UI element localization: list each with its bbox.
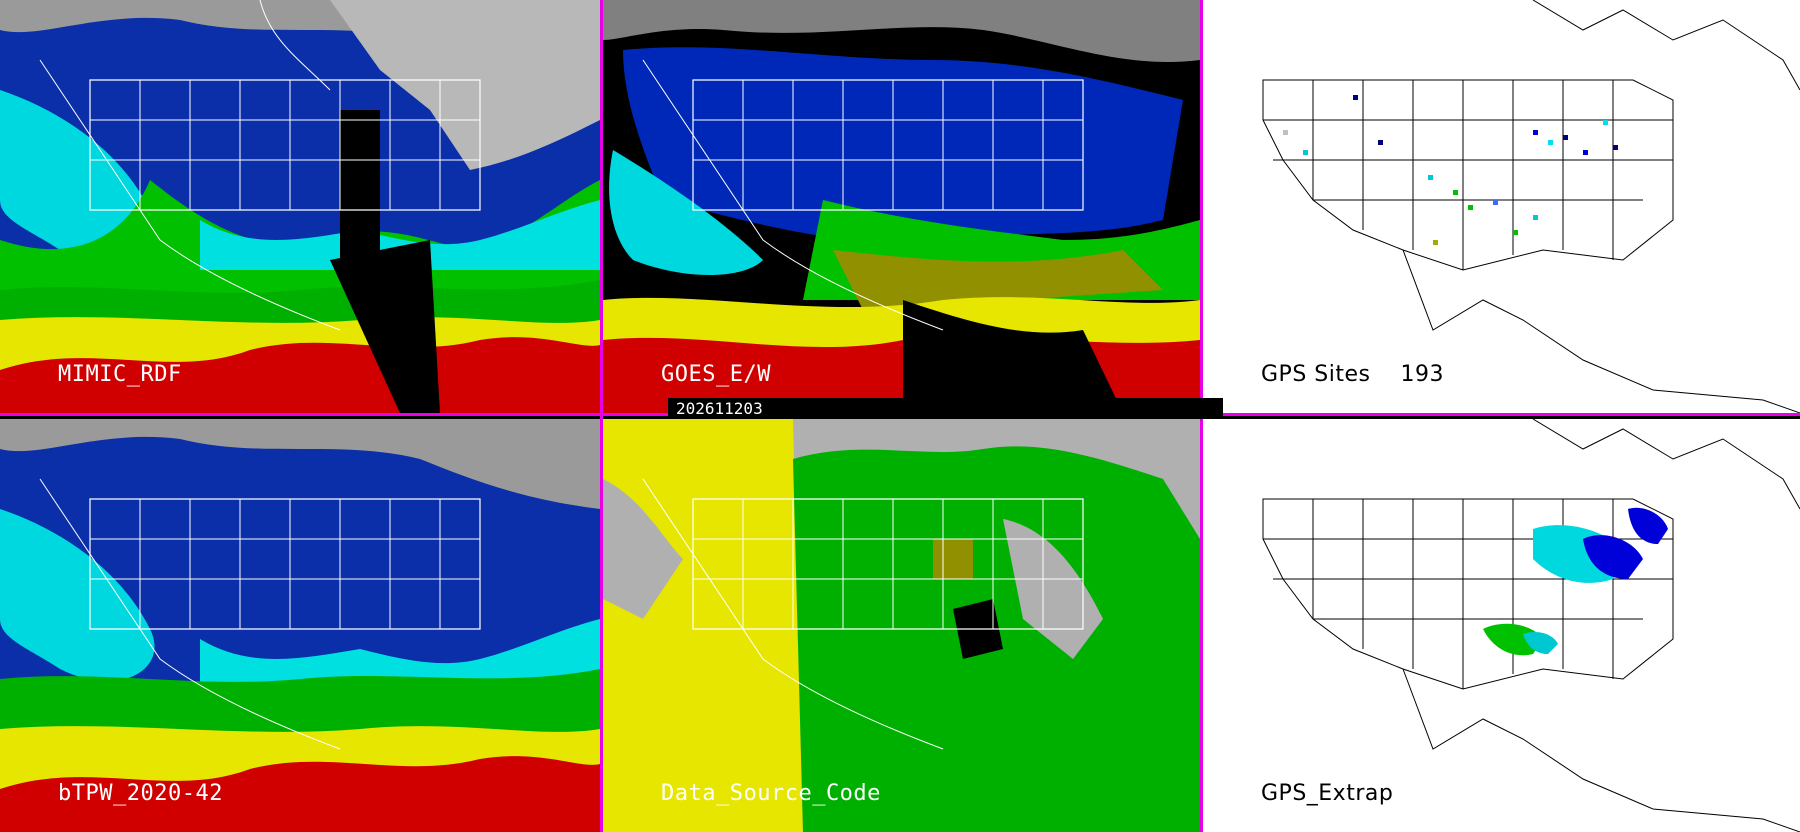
panel-label-data-source: Data_Source_Code: [661, 781, 881, 806]
panel-label-goes: GOES_E/W: [661, 362, 771, 387]
gps-site-markers: [1283, 95, 1618, 245]
timestamp-label: 202611203: [676, 399, 763, 418]
data-source-code-map: [603, 419, 1200, 832]
data-source-code-panel[interactable]: Data_Source_Code: [603, 419, 1200, 832]
gps-extrap-map: [1203, 419, 1800, 832]
gps-extrap-panel[interactable]: GPS_Extrap: [1203, 419, 1800, 832]
btpw-panel[interactable]: bTPW_2020-42: [0, 419, 600, 832]
btpw-map: [0, 419, 600, 832]
panel-label-mimic: MIMIC_RDF: [58, 362, 182, 387]
panel-label-gps-sites: GPS Sites 193: [1261, 362, 1444, 387]
mimic-rdf-map: [0, 0, 600, 413]
goes-panel[interactable]: GOES_E/W: [603, 0, 1200, 413]
goes-map: [603, 0, 1200, 413]
gps-sites-panel[interactable]: GPS Sites 193: [1203, 0, 1800, 413]
panel-label-btpw: bTPW_2020-42: [58, 781, 223, 806]
mimic-rdf-panel[interactable]: MIMIC_RDF: [0, 0, 600, 413]
gps-sites-map: [1203, 0, 1800, 413]
panel-label-gps-extrap: GPS_Extrap: [1261, 781, 1394, 806]
timestamp-bar: [668, 398, 1223, 419]
vertical-divider-left: [600, 0, 603, 832]
